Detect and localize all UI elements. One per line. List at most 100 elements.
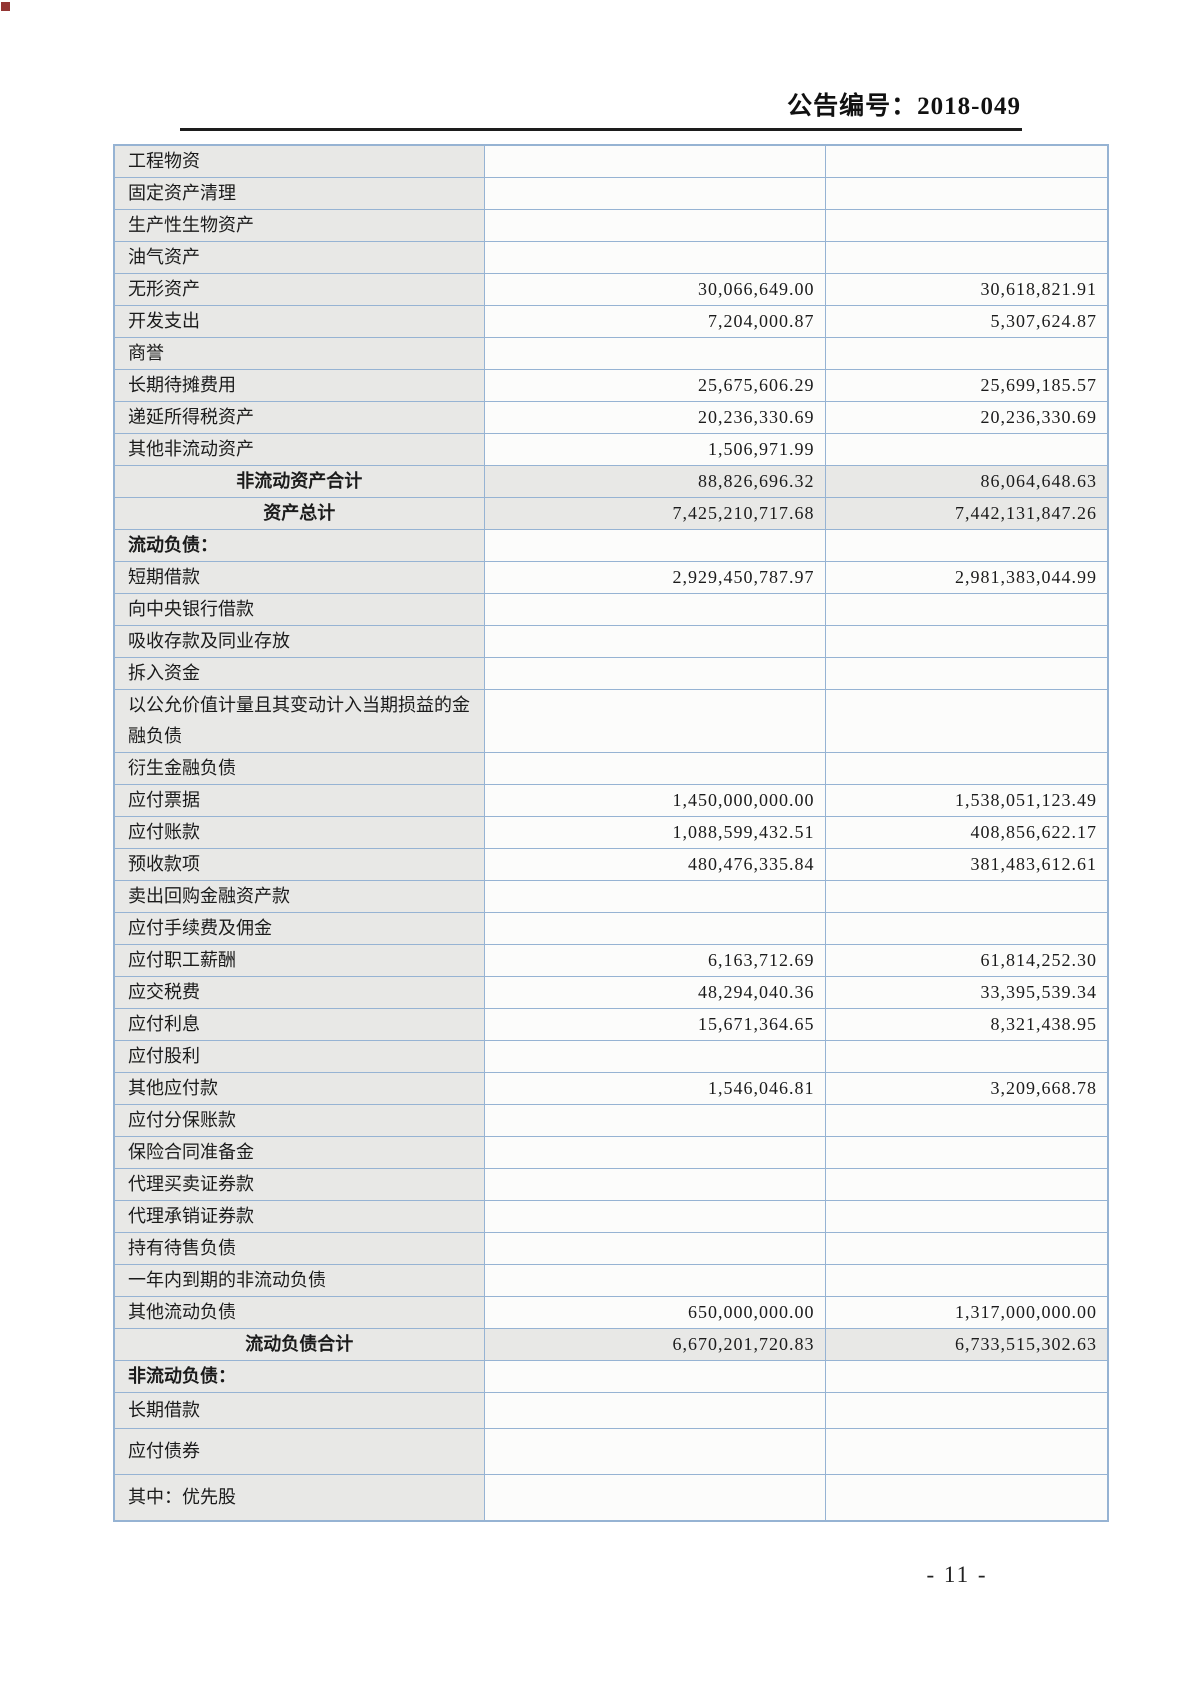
row-value1-cell: 7,204,000.87 xyxy=(483,305,826,338)
row-value2-cell xyxy=(824,1428,1109,1475)
row-value1-cell xyxy=(483,752,826,785)
row-value2-cell xyxy=(824,1136,1109,1169)
row-label-cell: 流动负债： xyxy=(113,529,485,562)
row-value2-cell xyxy=(824,912,1109,945)
row-value2-cell xyxy=(824,1232,1109,1265)
row-label-cell: 递延所得税资产 xyxy=(113,401,485,434)
row-label-cell: 向中央银行借款 xyxy=(113,593,485,626)
row-value1-cell xyxy=(483,1200,826,1233)
row-value2-cell xyxy=(824,657,1109,690)
row-value1-cell xyxy=(483,209,826,242)
row-value1-cell: 20,236,330.69 xyxy=(483,401,826,434)
table-row: 应付职工薪酬 6,163,712.69 61,814,252.30 xyxy=(113,944,1109,977)
row-value2-cell xyxy=(824,1360,1109,1393)
row-value2-cell xyxy=(824,880,1109,913)
row-value2-cell xyxy=(824,1104,1109,1137)
row-value2-cell xyxy=(824,1168,1109,1201)
row-value1-cell xyxy=(483,1168,826,1201)
row-value1-cell xyxy=(483,1264,826,1297)
row-value2-cell xyxy=(824,689,1109,753)
row-label-cell: 其中：优先股 xyxy=(113,1474,485,1521)
table-row: 一年内到期的非流动负债 xyxy=(113,1264,1109,1297)
row-label-cell: 长期借款 xyxy=(113,1392,485,1429)
table-row: 保险合同准备金 xyxy=(113,1136,1109,1169)
row-value1-cell xyxy=(483,1360,826,1393)
table-row: 无形资产 30,066,649.00 30,618,821.91 xyxy=(113,273,1109,306)
table-row: 应付票据 1,450,000,000.00 1,538,051,123.49 xyxy=(113,784,1109,817)
row-label-cell: 衍生金融负债 xyxy=(113,752,485,785)
row-value2-cell: 5,307,624.87 xyxy=(824,305,1109,338)
row-value1-cell: 30,066,649.00 xyxy=(483,273,826,306)
table-row: 应付分保账款 xyxy=(113,1104,1109,1137)
row-value1-cell xyxy=(483,1474,826,1521)
row-value1-cell xyxy=(483,625,826,658)
table-row: 其他流动负债 650,000,000.00 1,317,000,000.00 xyxy=(113,1296,1109,1329)
balance-sheet-table-body: 工程物资 固定资产清理 生产性生物资产 油气资产 无形资产 30,066,649.00 30… xyxy=(113,144,1109,1521)
table-row: 长期待摊费用 25,675,606.29 25,699,185.57 xyxy=(113,369,1109,402)
row-label-cell: 应付职工薪酬 xyxy=(113,944,485,977)
row-value2-cell xyxy=(824,1200,1109,1233)
row-value2-cell: 25,699,185.57 xyxy=(824,369,1109,402)
row-value1-cell: 1,506,971.99 xyxy=(483,433,826,466)
row-label-cell: 应付账款 xyxy=(113,816,485,849)
row-value2-cell: 3,209,668.78 xyxy=(824,1072,1109,1105)
table-row: 非流动资产合计 88,826,696.32 86,064,648.63 xyxy=(113,465,1109,498)
row-label-cell: 资产总计 xyxy=(113,497,485,530)
table-row: 衍生金融负债 xyxy=(113,752,1109,785)
row-value2-cell: 86,064,648.63 xyxy=(824,465,1109,498)
table-row: 开发支出 7,204,000.87 5,307,624.87 xyxy=(113,305,1109,338)
table-row: 其他应付款 1,546,046.81 3,209,668.78 xyxy=(113,1072,1109,1105)
row-value2-cell: 7,442,131,847.26 xyxy=(824,497,1109,530)
row-label-cell: 其他流动负债 xyxy=(113,1296,485,1329)
row-value2-cell xyxy=(824,752,1109,785)
row-value2-cell xyxy=(824,177,1109,210)
row-value1-cell xyxy=(483,1232,826,1265)
row-label-cell: 流动负债合计 xyxy=(113,1328,485,1361)
announcement-number: 公告编号：2018-049 xyxy=(787,93,1021,120)
table-row: 短期借款 2,929,450,787.97 2,981,383,044.99 xyxy=(113,561,1109,594)
table-row: 油气资产 xyxy=(113,241,1109,274)
row-value1-cell: 88,826,696.32 xyxy=(483,465,826,498)
row-value1-cell: 1,088,599,432.51 xyxy=(483,816,826,849)
row-value2-cell xyxy=(824,625,1109,658)
row-label-cell: 保险合同准备金 xyxy=(113,1136,485,1169)
row-label-cell: 应付手续费及佣金 xyxy=(113,912,485,945)
table-row: 流动负债合计 6,670,201,720.83 6,733,515,302.63 xyxy=(113,1328,1109,1361)
row-value2-cell xyxy=(824,1474,1109,1521)
row-value2-cell xyxy=(824,1040,1109,1073)
table-row: 商誉 xyxy=(113,337,1109,370)
row-label-cell: 一年内到期的非流动负债 xyxy=(113,1264,485,1297)
row-value1-cell xyxy=(483,241,826,274)
table-row: 代理买卖证券款 xyxy=(113,1168,1109,1201)
table-row: 固定资产清理 xyxy=(113,177,1109,210)
balance-sheet-table: 工程物资 固定资产清理 生产性生物资产 油气资产 无形资产 30,066,649.00 30… xyxy=(113,144,1109,1522)
row-label-cell: 开发支出 xyxy=(113,305,485,338)
row-value1-cell xyxy=(483,593,826,626)
row-value1-cell: 650,000,000.00 xyxy=(483,1296,826,1329)
table-row: 应付利息 15,671,364.65 8,321,438.95 xyxy=(113,1008,1109,1041)
row-value1-cell xyxy=(483,529,826,562)
row-value2-cell: 1,317,000,000.00 xyxy=(824,1296,1109,1329)
table-row: 流动负债： xyxy=(113,529,1109,562)
row-label-cell: 非流动资产合计 xyxy=(113,465,485,498)
row-value2-cell xyxy=(824,529,1109,562)
row-value1-cell xyxy=(483,177,826,210)
row-label-cell: 预收款项 xyxy=(113,848,485,881)
row-label-cell: 以公允价值计量且其变动计入当期损益的金融负债 xyxy=(113,689,485,753)
table-row: 以公允价值计量且其变动计入当期损益的金融负债 xyxy=(113,689,1109,753)
row-label-cell: 工程物资 xyxy=(113,144,485,178)
row-value1-cell xyxy=(483,1104,826,1137)
row-value2-cell xyxy=(824,241,1109,274)
row-label-cell: 代理承销证券款 xyxy=(113,1200,485,1233)
table-row: 生产性生物资产 xyxy=(113,209,1109,242)
row-value2-cell: 8,321,438.95 xyxy=(824,1008,1109,1041)
row-label-cell: 固定资产清理 xyxy=(113,177,485,210)
row-label-cell: 卖出回购金融资产款 xyxy=(113,880,485,913)
row-value1-cell: 2,929,450,787.97 xyxy=(483,561,826,594)
table-row: 应交税费 48,294,040.36 33,395,539.34 xyxy=(113,976,1109,1009)
row-label-cell: 其他非流动资产 xyxy=(113,433,485,466)
row-label-cell: 应付债券 xyxy=(113,1428,485,1475)
row-value2-cell xyxy=(824,144,1109,178)
page-number: - 11 - xyxy=(926,1562,988,1587)
